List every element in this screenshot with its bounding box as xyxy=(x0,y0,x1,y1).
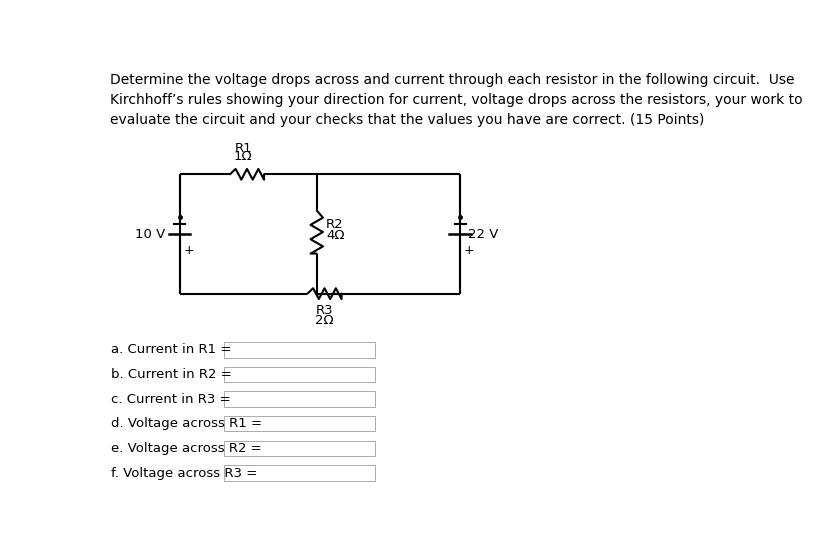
Bar xyxy=(224,465,374,481)
Text: +: + xyxy=(183,244,194,258)
Text: 2Ω: 2Ω xyxy=(315,314,334,327)
Bar xyxy=(224,392,374,407)
Text: 10 V: 10 V xyxy=(135,228,166,241)
Text: 4Ω: 4Ω xyxy=(325,229,344,242)
Text: a. Current in R1 =: a. Current in R1 = xyxy=(111,343,232,356)
Bar xyxy=(224,367,374,382)
Text: +: + xyxy=(464,244,474,258)
Text: f. Voltage across R3 =: f. Voltage across R3 = xyxy=(111,466,258,480)
Text: R1: R1 xyxy=(234,142,252,155)
Text: b. Current in R2 =: b. Current in R2 = xyxy=(111,368,232,381)
Bar xyxy=(224,342,374,357)
Bar xyxy=(224,416,374,432)
Text: Determine the voltage drops across and current through each resistor in the foll: Determine the voltage drops across and c… xyxy=(109,73,802,127)
Text: d. Voltage across R1 =: d. Voltage across R1 = xyxy=(111,417,262,430)
Text: 1Ω: 1Ω xyxy=(233,151,253,163)
Text: R2: R2 xyxy=(325,218,344,231)
Text: R3: R3 xyxy=(315,304,333,317)
Bar xyxy=(224,440,374,456)
Text: c. Current in R3 =: c. Current in R3 = xyxy=(111,393,231,406)
Text: 22 V: 22 V xyxy=(467,228,498,241)
Text: e. Voltage across R2 =: e. Voltage across R2 = xyxy=(111,442,262,455)
